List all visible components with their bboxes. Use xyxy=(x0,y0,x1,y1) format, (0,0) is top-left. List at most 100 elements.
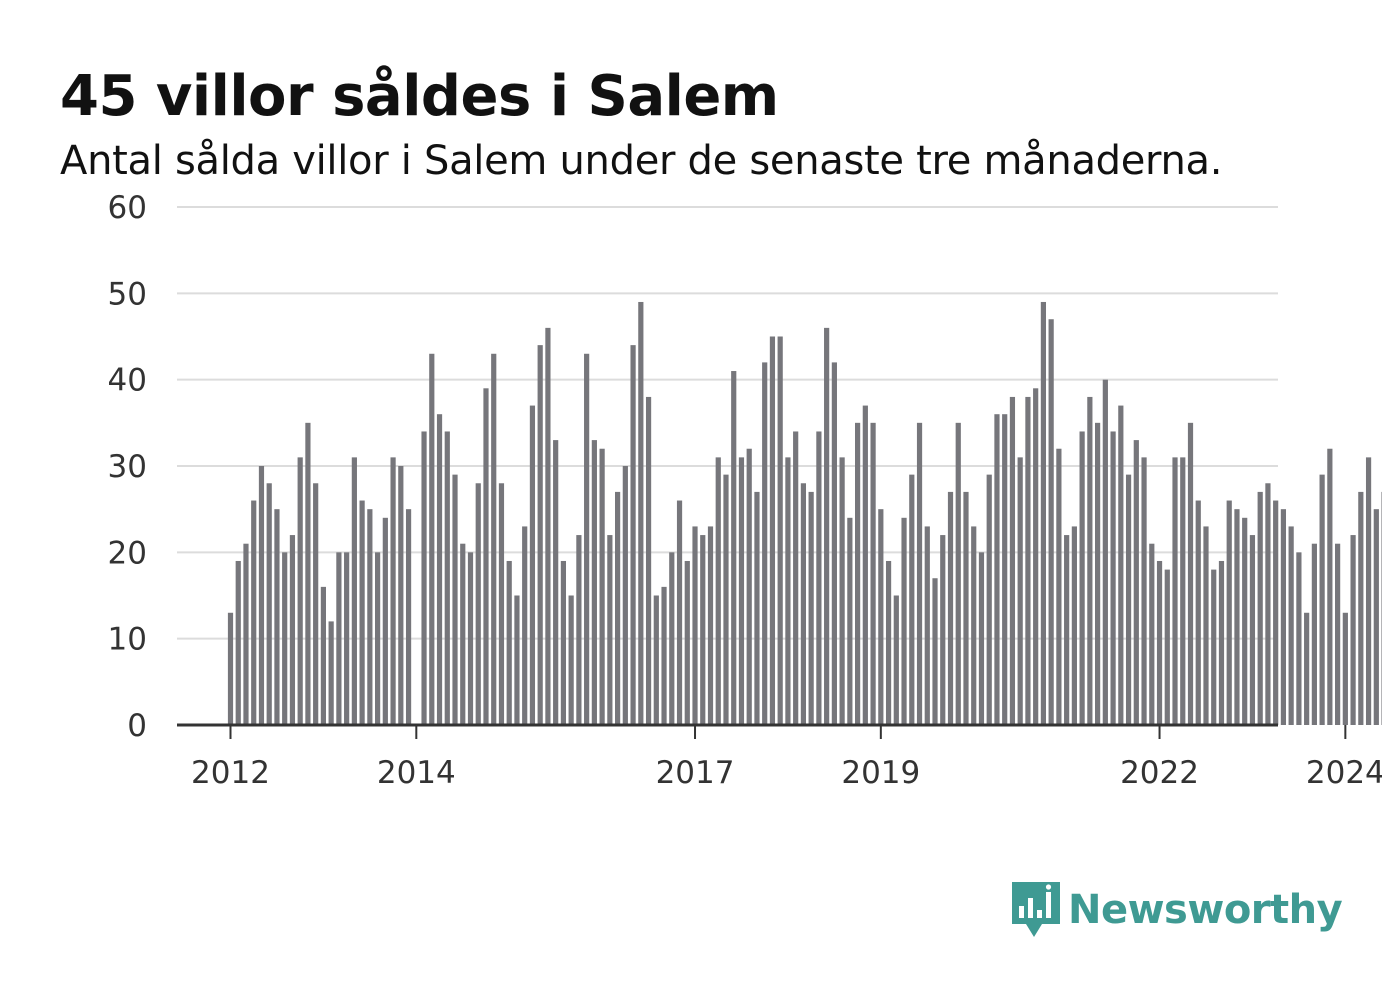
bar xyxy=(1218,560,1225,725)
bar xyxy=(1273,500,1279,725)
bar xyxy=(421,431,427,725)
bar xyxy=(1249,535,1256,725)
y-tick-label: 30 xyxy=(108,449,147,485)
bar xyxy=(537,345,543,725)
bar xyxy=(684,560,690,725)
bar xyxy=(731,371,737,725)
bar xyxy=(498,483,505,725)
axes xyxy=(177,723,1347,739)
bar xyxy=(1342,612,1348,725)
bar xyxy=(940,535,946,725)
bar xyxy=(553,440,559,725)
labels: 010203040506045201220142017201920222024 xyxy=(108,190,1382,791)
bar xyxy=(529,405,536,725)
bar xyxy=(847,517,853,725)
bar xyxy=(1257,491,1263,725)
x-tick-label: 2024 xyxy=(1306,755,1382,791)
bar xyxy=(258,466,265,725)
bar xyxy=(909,474,915,725)
bar xyxy=(545,327,551,725)
bar xyxy=(715,457,721,725)
bar xyxy=(1125,474,1132,725)
bar xyxy=(1071,526,1077,725)
bar xyxy=(707,526,714,725)
bar xyxy=(1180,457,1186,725)
bar xyxy=(1133,440,1139,725)
newsworthy-logo: Newsworthy xyxy=(1010,880,1343,940)
bar xyxy=(367,509,373,725)
bar xyxy=(227,612,234,725)
newsworthy-logo-icon xyxy=(1012,882,1060,937)
bar xyxy=(429,353,435,725)
bar xyxy=(1203,526,1209,725)
bar xyxy=(878,509,884,725)
bar xyxy=(243,543,249,725)
bar xyxy=(1358,491,1364,725)
chart-subtitle: Antal sålda villor i Salem under de sena… xyxy=(60,138,1223,184)
bar xyxy=(607,535,613,725)
x-tick-label: 2022 xyxy=(1120,755,1199,791)
bar xyxy=(1164,569,1170,725)
bar xyxy=(1095,422,1101,725)
chart-title: 45 villor såldes i Salem xyxy=(60,64,779,129)
bar xyxy=(1056,448,1062,725)
bar xyxy=(390,457,396,725)
bar xyxy=(289,535,296,725)
bar xyxy=(282,552,288,725)
bar xyxy=(978,552,985,725)
bar xyxy=(669,552,675,725)
bar xyxy=(855,422,861,725)
bar xyxy=(1304,612,1310,725)
bar xyxy=(1311,543,1317,725)
bar xyxy=(762,362,768,725)
bar xyxy=(839,457,845,725)
brand-name: Newsworthy xyxy=(1068,887,1343,933)
bar xyxy=(1087,396,1093,725)
bar xyxy=(947,491,954,725)
bar xyxy=(1141,457,1147,725)
y-tick-label: 60 xyxy=(108,190,147,226)
bar xyxy=(591,440,597,725)
bar xyxy=(436,414,443,725)
bar xyxy=(1048,319,1054,725)
bar xyxy=(661,586,667,725)
bar xyxy=(963,491,969,725)
bar xyxy=(599,448,605,725)
bar xyxy=(1265,483,1271,725)
bar xyxy=(320,586,326,725)
bar xyxy=(336,552,342,725)
bar xyxy=(297,457,303,725)
bar xyxy=(824,327,830,725)
bar xyxy=(274,509,280,725)
bar xyxy=(1079,431,1085,725)
bar xyxy=(893,595,899,725)
bar xyxy=(475,483,481,725)
bar xyxy=(692,526,698,725)
bar xyxy=(800,483,807,725)
bar xyxy=(305,422,311,725)
bar xyxy=(398,466,404,725)
bar xyxy=(1156,560,1163,725)
bar xyxy=(1288,526,1294,725)
bar xyxy=(1187,422,1194,725)
bar xyxy=(1195,500,1201,725)
bar xyxy=(344,552,350,725)
bar xyxy=(808,491,814,725)
bar xyxy=(986,474,992,725)
bar xyxy=(584,353,590,725)
bar xyxy=(1335,543,1341,725)
bar xyxy=(932,578,938,725)
bar xyxy=(375,552,381,725)
bar xyxy=(460,543,466,725)
bar xyxy=(235,560,241,725)
bar xyxy=(630,345,636,725)
bar xyxy=(444,431,450,725)
bar xyxy=(506,560,512,725)
bar xyxy=(901,517,907,725)
bar xyxy=(1064,535,1070,725)
bar xyxy=(955,422,961,725)
bar xyxy=(483,388,489,725)
bar xyxy=(1009,396,1016,725)
bar xyxy=(622,466,628,725)
